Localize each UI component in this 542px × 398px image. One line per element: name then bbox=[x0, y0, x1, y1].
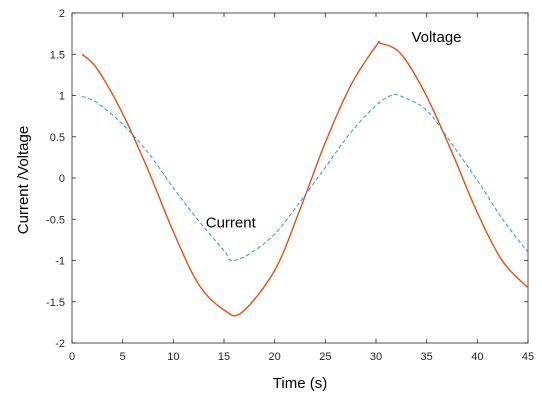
x-tick-label: 30 bbox=[370, 351, 382, 363]
plot-area bbox=[71, 12, 529, 344]
y-tick-label: -2 bbox=[55, 338, 65, 350]
x-tick-label: 10 bbox=[167, 351, 179, 363]
y-axis-label: Current /Voltage bbox=[15, 126, 32, 234]
y-tick-label: -1.5 bbox=[46, 297, 65, 309]
y-tick-label: 1.5 bbox=[50, 49, 65, 61]
series-layer bbox=[81, 40, 529, 317]
x-tick-label: 5 bbox=[120, 351, 126, 363]
x-axis: 0 5 10 15 20 25 30 35 40 45 bbox=[69, 13, 534, 363]
y-tick-label: 2 bbox=[59, 8, 65, 20]
y-tick-label: -1 bbox=[55, 256, 65, 268]
x-tick-label: 45 bbox=[522, 351, 534, 363]
y-tick-label: 0.5 bbox=[50, 132, 65, 144]
x-axis-label: Time (s) bbox=[273, 375, 327, 392]
y-tick-label: 0 bbox=[59, 173, 65, 185]
annotation-voltage: Voltage bbox=[411, 29, 461, 46]
series-line-voltage bbox=[81, 40, 529, 317]
x-tick-label: 25 bbox=[319, 351, 331, 363]
x-tick-label: 35 bbox=[421, 351, 433, 363]
x-tick-label: 40 bbox=[471, 351, 483, 363]
annotation-layer: Voltage Current bbox=[206, 29, 462, 232]
x-tick-label: 20 bbox=[269, 351, 281, 363]
y-axis: 2 1.5 1 0.5 0 -0.5 -1 -1.5 -2 bbox=[46, 8, 528, 350]
x-tick-label: 0 bbox=[69, 351, 75, 363]
y-tick-label: -0.5 bbox=[46, 214, 65, 226]
annotation-current: Current bbox=[206, 215, 257, 232]
y-tick-label: 1 bbox=[59, 91, 65, 103]
x-tick-label: 15 bbox=[218, 351, 230, 363]
series-line-current bbox=[81, 93, 529, 262]
